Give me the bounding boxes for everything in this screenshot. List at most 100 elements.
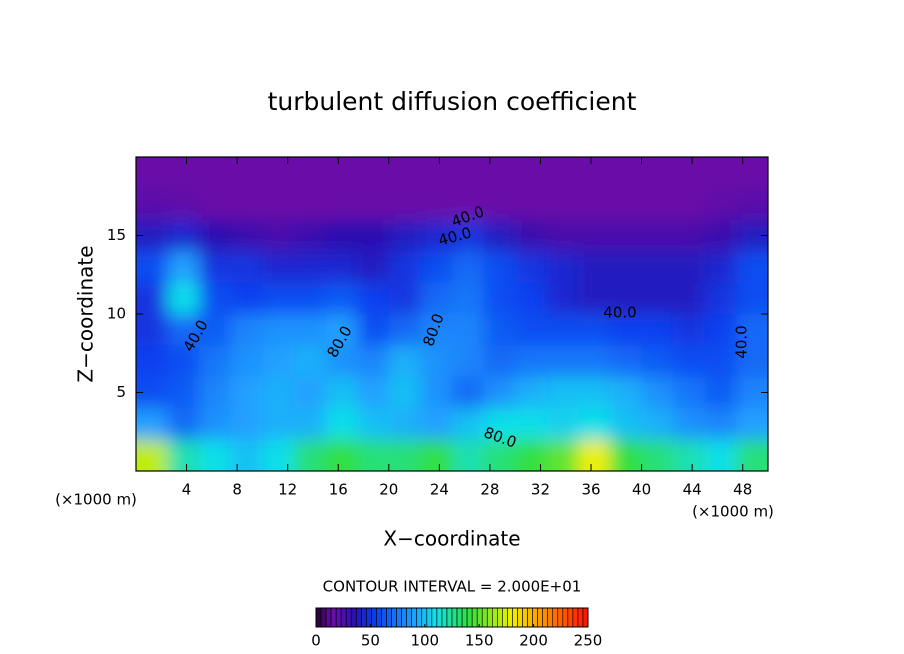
field-cell [294, 408, 327, 441]
colorbar-swatch [436, 607, 443, 628]
colorbar-swatch [466, 607, 473, 628]
field-cell [294, 157, 327, 190]
field-cell [357, 376, 390, 410]
x-tick-label: 4 [182, 481, 192, 499]
field-cell [515, 408, 548, 441]
field-cell [167, 282, 201, 315]
colorbar-tick-label: 200 [519, 632, 548, 650]
x-tick-label: 16 [329, 481, 348, 499]
field-cell [357, 188, 390, 221]
colorbar-swatch [507, 607, 513, 628]
field-cell [294, 219, 327, 253]
field-cell [578, 408, 611, 441]
colorbar-swatch [517, 607, 523, 628]
x-tick-label: 24 [430, 481, 449, 499]
field-cell [262, 188, 295, 221]
colorbar-swatch [456, 607, 463, 628]
field-cell [230, 188, 264, 221]
field-cell [483, 408, 517, 441]
field-cell [610, 345, 643, 378]
field-cell [641, 314, 675, 347]
field-cell [294, 188, 327, 221]
field-cell [704, 219, 738, 253]
colorbar-swatch [441, 607, 448, 628]
field-cell [262, 314, 295, 347]
colorbar-swatch [547, 607, 554, 628]
field-cell [136, 345, 169, 378]
x-axis-label: X−coordinate [383, 527, 520, 551]
field-cell [325, 282, 359, 315]
colorbar-swatch [381, 607, 387, 628]
field-cell [452, 188, 485, 221]
field-cell [357, 345, 390, 378]
x-tick-label: 8 [232, 481, 242, 499]
field-cell [673, 219, 706, 253]
field-cell [388, 219, 422, 253]
field-cell [136, 439, 169, 471]
field-cell [325, 188, 359, 221]
field-cell [673, 188, 706, 221]
field-cell [167, 219, 201, 253]
field-cell [420, 188, 453, 221]
colorbar-swatch [396, 607, 402, 628]
field-cell [199, 282, 232, 315]
field-cell [199, 439, 232, 471]
colorbar-swatch [552, 607, 559, 628]
y-axis-label: Z−coordinate [74, 245, 98, 382]
field-cell [641, 408, 675, 441]
field-cell [546, 251, 580, 284]
field-cell [641, 282, 675, 315]
field-cell [388, 345, 422, 378]
colorbar-frame [315, 607, 589, 628]
field-cell [357, 282, 390, 315]
field-cell [673, 251, 706, 284]
field-cell [546, 188, 580, 221]
field-cell [388, 376, 422, 410]
field-cell [167, 345, 201, 378]
field-cell [230, 376, 264, 410]
x-tick-label: 12 [278, 481, 297, 499]
colorbar-swatch [557, 607, 564, 628]
field-cell [641, 157, 675, 190]
field-cell [294, 439, 327, 471]
field-cell [610, 282, 643, 315]
field-cell [673, 157, 706, 190]
colorbar-swatch [411, 607, 418, 628]
field-cell [704, 282, 738, 315]
field-cell [262, 251, 295, 284]
field-cell [420, 251, 453, 284]
colorbar-tick-label: 100 [410, 632, 439, 650]
colorbar-swatch [582, 607, 589, 628]
field-cell [357, 251, 390, 284]
field-cell [610, 157, 643, 190]
field-cell [136, 188, 169, 221]
field-cell [230, 251, 264, 284]
x-tick-label: 44 [683, 481, 702, 499]
colorbar-swatch [572, 607, 579, 628]
field-cell [736, 157, 768, 190]
field-cell [420, 408, 453, 441]
field-cell [641, 219, 675, 253]
field-cell [357, 157, 390, 190]
field-cell [136, 408, 169, 441]
field-cell [578, 376, 611, 410]
field-cell [167, 251, 201, 284]
colorbar-swatch [371, 607, 377, 628]
colorbar-swatch [567, 607, 574, 628]
x-tick-label: 32 [531, 481, 550, 499]
colorbar-tick-label: 150 [465, 632, 494, 650]
field-cell [736, 345, 768, 378]
colorbar-swatch [401, 607, 407, 628]
colorbar-swatch [315, 607, 322, 628]
field-cell [262, 219, 295, 253]
field-cell [546, 157, 580, 190]
field-cell [483, 188, 517, 221]
field-cell [515, 314, 548, 347]
field-cell [262, 376, 295, 410]
colorbar-tick-label: 0 [311, 632, 321, 650]
x-tick-label: 36 [581, 481, 600, 499]
y-tick-label: 10 [107, 305, 126, 323]
field-cell [230, 345, 264, 378]
colorbar-swatch [451, 607, 458, 628]
